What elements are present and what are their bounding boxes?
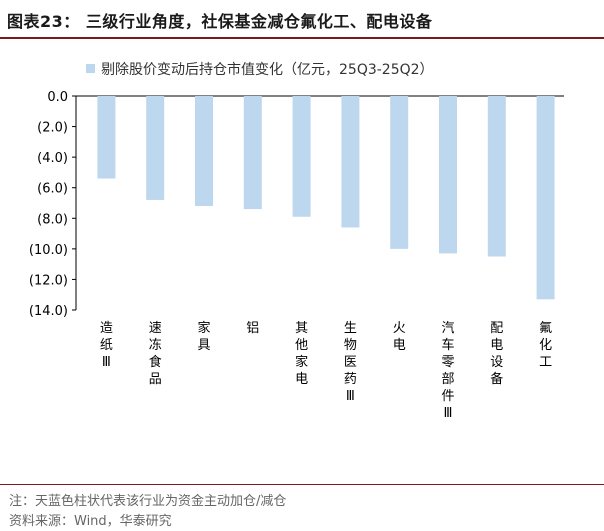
legend-label: 剔除股价变动后持仓市值变化（亿元，25Q3-25Q2）: [101, 61, 434, 78]
chart-title: 图表23： 三级行业角度，社保基金减仓氟化工、配电设备: [7, 12, 433, 31]
bar: [243, 96, 262, 210]
y-axis: 0.0 (2.0) (4.0) (6.0) (8.0) (10.0) (12.0) (14.0…: [29, 90, 564, 319]
category-label: 氟化工: [539, 321, 552, 370]
category-label: 火电: [393, 321, 406, 353]
category-label: 铝: [246, 321, 259, 336]
category-label: 造纸 Ⅲ: [100, 321, 113, 370]
footnote: 注：天蓝色柱状代表该行业为资金主动加仓/减仓: [9, 494, 287, 509]
category-label: 配电设备: [490, 321, 503, 387]
category-label: 家具: [197, 320, 210, 353]
legend-swatch: [86, 64, 95, 73]
y-tick-label: (8.0): [37, 212, 68, 227]
legend: 剔除股价变动后持仓市值变化（亿元，25Q3-25Q2）: [86, 61, 434, 78]
bar: [341, 96, 360, 228]
category-labels: 造纸 Ⅲ 速冻食品 家具 铝 其他家电 生物医药 Ⅲ 火电 汽车零部件 Ⅲ 配电设备 氟化工: [100, 320, 552, 421]
y-tick-label: (4.0): [37, 151, 68, 166]
bar-chart: 剔除股价变动后持仓市值变化（亿元，25Q3-25Q2） 0.0 (2.0) (4.0…: [29, 61, 564, 421]
bars: [97, 96, 555, 300]
title-divider: [0, 37, 604, 39]
y-tick-label: (10.0): [29, 243, 68, 258]
source-note: 资料来源：Wind，华泰研究: [9, 514, 172, 529]
category-label: 生物医药 Ⅲ: [344, 321, 357, 404]
bar: [195, 96, 213, 207]
bar: [97, 96, 116, 179]
bar: [487, 96, 506, 257]
y-tick-label: 0.0: [47, 90, 68, 105]
bar: [439, 96, 457, 254]
bar: [390, 96, 409, 249]
y-tick-label: (2.0): [37, 121, 68, 136]
y-tick-label: (6.0): [37, 182, 68, 197]
y-tick-label: (12.0): [29, 273, 68, 288]
y-tick-label: (14.0): [29, 304, 68, 319]
category-label: 速冻食品: [149, 321, 162, 387]
bar: [146, 96, 165, 200]
category-label: 汽车零部件 Ⅲ: [441, 321, 454, 421]
footer-divider: [0, 484, 604, 485]
bar: [292, 96, 311, 217]
bar: [536, 96, 555, 300]
category-label: 其他家电: [295, 321, 308, 387]
